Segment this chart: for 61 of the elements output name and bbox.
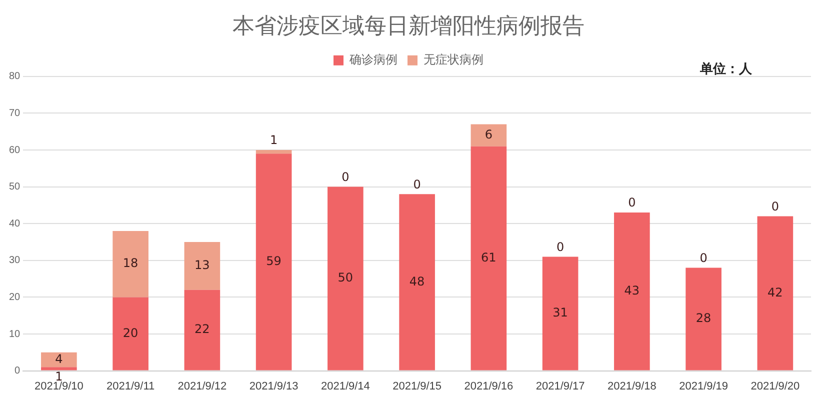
- annotation: 单位：人: [700, 61, 752, 78]
- x-tick-label: 2021/9/10: [34, 380, 84, 392]
- bar: [112, 297, 148, 370]
- y-tick-label: 70: [9, 108, 21, 119]
- x-tick-label: 2021/9/11: [106, 380, 155, 392]
- x-tick-label: 2021/9/20: [750, 380, 800, 392]
- x-tick-label: 2021/9/12: [178, 380, 227, 392]
- data-label: 18: [122, 256, 138, 270]
- bar: [470, 124, 507, 146]
- data-label: 0: [771, 199, 780, 214]
- data-label: 50: [338, 270, 354, 285]
- data-label: 0: [413, 177, 421, 192]
- data-label: 61: [481, 250, 496, 264]
- data-label: 22: [194, 322, 210, 336]
- bar: [184, 290, 220, 370]
- data-label: 42: [768, 285, 783, 300]
- y-tick-label: 0: [14, 366, 21, 377]
- y-tick-label: 30: [9, 255, 21, 266]
- chart-title: 本省涉疫区域每日新增阳性病例报告: [232, 14, 584, 39]
- bar: [399, 194, 435, 370]
- y-tick-label: 20: [9, 292, 21, 303]
- x-tick-label: 2021/9/15: [392, 380, 442, 392]
- y-tick-label: 40: [9, 218, 21, 230]
- data-label: 59: [266, 254, 282, 268]
- bar: [41, 367, 77, 370]
- bar: [614, 212, 650, 370]
- bar: [41, 352, 77, 368]
- bar: [542, 256, 578, 370]
- data-label: 20: [122, 326, 138, 340]
- x-tick-label: 2021/9/16: [464, 380, 514, 392]
- data-label: 28: [696, 311, 712, 326]
- data-label: 13: [194, 258, 210, 272]
- y-tick-label: 50: [9, 182, 21, 193]
- x-tick-label: 2021/9/14: [320, 380, 370, 392]
- data-label: 0: [556, 240, 564, 254]
- y-tick-label: 10: [9, 328, 21, 340]
- data-label: 1: [270, 133, 278, 148]
- bar: [328, 186, 364, 370]
- legend-label: 无症状病例: [424, 52, 484, 67]
- data-label: 0: [342, 170, 350, 184]
- y-tick-label: 80: [9, 71, 21, 82]
- legend-label: 确诊病例: [348, 52, 398, 67]
- x-tick-label: 2021/9/13: [249, 380, 298, 392]
- data-label: 4: [55, 352, 63, 366]
- x-tick-label: 2021/9/19: [679, 380, 728, 392]
- x-tick-label: 2021/9/18: [607, 380, 656, 392]
- data-label: 0: [628, 196, 636, 210]
- x-tick-label: 2021/9/17: [536, 380, 585, 392]
- bar: [470, 146, 507, 370]
- bar: [686, 268, 722, 370]
- bar: [757, 216, 794, 370]
- data-label: 43: [624, 284, 640, 298]
- data-label: 48: [409, 274, 425, 288]
- y-tick-label: 60: [9, 144, 21, 156]
- bar: [112, 230, 148, 298]
- data-label: 6: [484, 127, 493, 142]
- data-label: 0: [700, 250, 708, 265]
- bar: [184, 242, 220, 290]
- bar: [256, 154, 292, 370]
- data-label: 31: [552, 306, 568, 320]
- bar: [256, 150, 292, 154]
